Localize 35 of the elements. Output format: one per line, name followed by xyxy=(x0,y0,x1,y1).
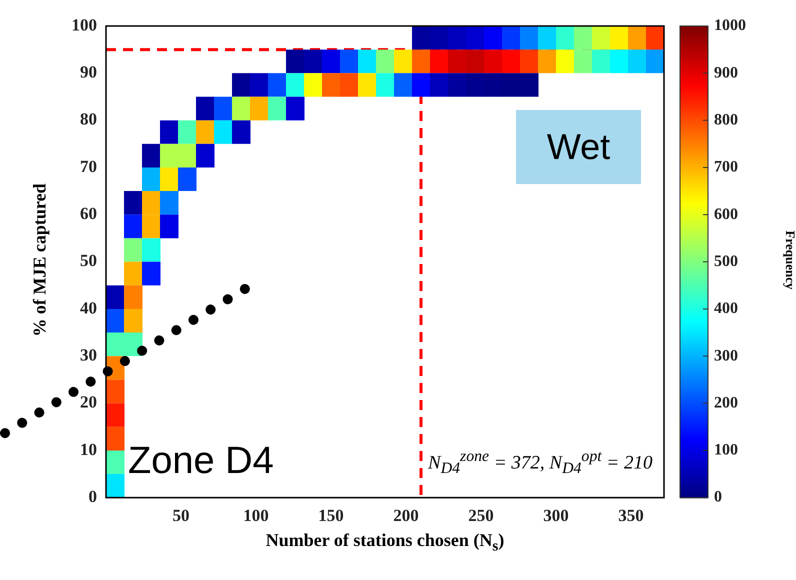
y-tick-label: 90 xyxy=(80,62,97,82)
color-bar-label: 0 xyxy=(714,488,722,506)
annotation: Wet xyxy=(516,110,641,184)
y-tick-label: 10 xyxy=(80,440,97,459)
color-bar-label: 1000 xyxy=(714,17,746,34)
x-tick-label: 50 xyxy=(172,506,190,526)
y-tick-label: 40 xyxy=(80,298,97,318)
x-tick-label: 100 xyxy=(243,506,269,526)
color-bar-title: Frequency xyxy=(782,230,796,290)
y-tick-label: 20 xyxy=(80,392,97,412)
y-tick-label: 60 xyxy=(80,204,97,224)
y-axis-title: % of MJE captured xyxy=(30,183,50,337)
color-bar-label: 900 xyxy=(714,64,738,82)
y-tick-label: 100 xyxy=(72,15,97,34)
color-bar-label: 700 xyxy=(714,158,738,176)
color-bar-label: 600 xyxy=(714,206,738,223)
color-bar-label: 800 xyxy=(714,111,738,128)
color-bar-label: 300 xyxy=(714,347,738,364)
y-tick-label: 80 xyxy=(80,110,97,129)
annotation: N$_{D4}$$^{zone}$ = 372, N$_{D4}$$^{opt}$ = 210 xyxy=(428,448,652,478)
y-tick-label: 30 xyxy=(80,346,97,365)
x-tick-label: 300 xyxy=(543,506,569,526)
y-tick-label: 70 xyxy=(80,156,97,176)
x-tick-label: 350 xyxy=(618,506,644,526)
color-bar-label: 400 xyxy=(714,300,738,318)
color-bar-label: 100 xyxy=(714,442,738,459)
color-bar-label: 500 xyxy=(714,252,738,270)
annotation: Zone D4 xyxy=(128,440,274,483)
x-tick-label: 150 xyxy=(318,506,344,526)
x-tick-label: 250 xyxy=(468,506,494,526)
y-tick-label: 50 xyxy=(80,251,97,270)
color-bar-label: 200 xyxy=(714,394,738,412)
x-tick-label: 200 xyxy=(393,506,419,526)
y-tick-label: 0 xyxy=(88,486,97,506)
x-axis-title: Number of stations chosen (N$_{s}$) xyxy=(264,530,506,556)
